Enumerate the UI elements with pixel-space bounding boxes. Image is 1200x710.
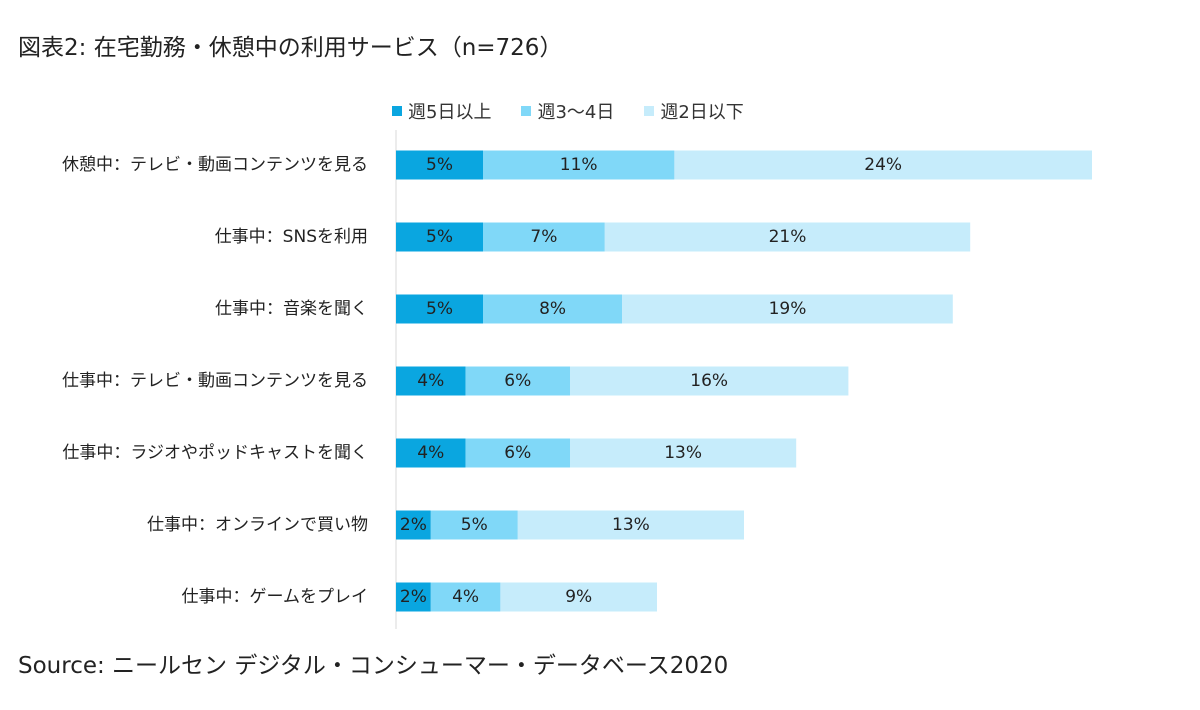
bar-segment xyxy=(396,438,466,468)
bar-segment xyxy=(465,366,570,396)
bar-segment xyxy=(430,510,518,540)
legend-item-2: 週3〜4日 xyxy=(521,98,614,124)
data-label: 5% xyxy=(426,227,453,247)
data-label: 4% xyxy=(417,443,444,463)
data-label: 19% xyxy=(769,299,807,319)
data-label: 4% xyxy=(417,371,444,391)
bar-segment xyxy=(500,582,657,612)
data-label: 6% xyxy=(504,443,531,463)
legend-label-2: 週3〜4日 xyxy=(537,102,615,123)
bar-segment xyxy=(483,294,623,324)
legend-swatch-3 xyxy=(644,106,655,116)
bar-segment xyxy=(396,150,483,180)
data-label: 5% xyxy=(426,155,453,175)
category-label: 仕事中：SNSを利用 xyxy=(215,227,368,247)
data-label: 13% xyxy=(612,515,650,535)
data-label: 4% xyxy=(452,587,479,607)
legend-item-1: 週5日以上 xyxy=(392,98,491,124)
bar-segment xyxy=(517,510,744,540)
data-label: 5% xyxy=(461,515,488,535)
data-label: 21% xyxy=(769,227,807,247)
bar-segment xyxy=(465,438,570,468)
bar-segment xyxy=(604,222,971,252)
bar-chart: 休憩中：テレビ・動画コンテンツを見る 5% 11% 24% 仕事中：SNSを利用 5% 7%… xyxy=(62,130,1092,629)
legend: 週5日以上 週3〜4日 週2日以下 xyxy=(392,98,744,124)
category-label: 仕事中：ゲームをプレイ xyxy=(182,587,369,607)
legend-label-3: 週2日以下 xyxy=(660,102,744,123)
data-label: 2% xyxy=(400,587,427,607)
category-label: 仕事中：テレビ・動画コンテンツを見る xyxy=(62,371,368,391)
bar-segment xyxy=(570,438,797,468)
category-label: 休憩中：テレビ・動画コンテンツを見る xyxy=(62,155,368,175)
data-label: 5% xyxy=(426,299,453,319)
bar-segment xyxy=(483,222,605,252)
data-label: 7% xyxy=(530,227,557,247)
data-label: 8% xyxy=(539,299,566,319)
data-label: 11% xyxy=(560,155,598,175)
legend-item-3: 週2日以下 xyxy=(644,98,744,124)
bar-segment xyxy=(674,150,1092,180)
bar-segment xyxy=(396,222,483,252)
data-label: 24% xyxy=(864,155,902,175)
bar-segment xyxy=(396,510,431,540)
category-label: 仕事中：オンラインで買い物 xyxy=(147,515,368,535)
legend-swatch-2 xyxy=(521,106,532,116)
chart-title: 図表2: 在宅勤務・休憩中の利用サービス（n=726） xyxy=(18,35,563,61)
bar-segment xyxy=(483,150,675,180)
source-note: Source: ニールセン デジタル・コンシューマー・データベース2020 xyxy=(18,653,729,679)
data-label: 13% xyxy=(664,443,702,463)
bar-segment xyxy=(622,294,953,324)
data-label: 6% xyxy=(504,371,531,391)
bar-segment xyxy=(570,366,849,396)
category-label: 仕事中：ラジオやポッドキャストを聞く xyxy=(62,443,368,463)
bar-segment xyxy=(396,582,431,612)
data-label: 2% xyxy=(400,515,427,535)
legend-swatch-1 xyxy=(392,106,402,116)
bar-segment xyxy=(396,294,483,324)
bar-segment xyxy=(396,366,466,396)
category-label: 仕事中：音楽を聞く xyxy=(215,299,368,319)
bar-segment xyxy=(430,582,501,612)
data-label: 9% xyxy=(565,587,592,607)
data-label: 16% xyxy=(690,371,728,391)
legend-label-1: 週5日以上 xyxy=(408,102,492,123)
